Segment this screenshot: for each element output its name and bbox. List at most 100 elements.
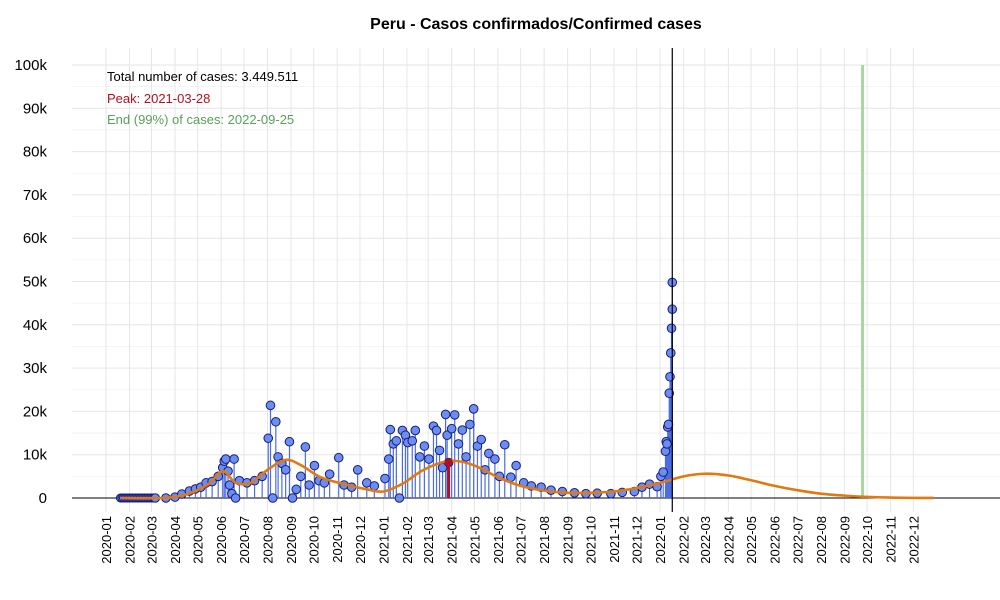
x-tick-label: 2022-12 — [906, 516, 921, 564]
data-point — [449, 410, 460, 420]
data-point — [431, 425, 442, 436]
data-point — [476, 434, 487, 445]
data-point — [664, 388, 675, 399]
data-point — [446, 423, 457, 434]
data-point — [287, 493, 298, 503]
stems-layer — [174, 282, 673, 498]
x-tick-label: 2020-12 — [353, 516, 368, 564]
x-tick-label: 2020-08 — [260, 516, 275, 564]
fit-curve-layer — [120, 458, 934, 500]
peak-point — [444, 458, 453, 467]
x-tick-label: 2020-01 — [99, 516, 114, 564]
data-point — [265, 400, 276, 411]
data-point — [457, 425, 468, 435]
x-tick-label: 2022-01 — [653, 516, 668, 564]
data-point — [665, 371, 675, 382]
x-tick-label: 2022-05 — [744, 516, 759, 564]
data-point — [280, 465, 291, 475]
x-tick-label: 2021-11 — [607, 516, 622, 563]
data-point — [300, 442, 311, 452]
x-tick-label: 2021-09 — [561, 516, 576, 564]
peak-marker — [444, 458, 453, 498]
data-point — [324, 469, 335, 479]
data-point — [658, 467, 668, 477]
data-point — [662, 439, 672, 449]
x-tick-label: 2021-08 — [537, 516, 552, 564]
data-point — [440, 409, 451, 420]
data-point — [465, 419, 475, 430]
data-point — [284, 436, 295, 447]
chart-title: Peru - Casos confirmados/Confirmed cases — [370, 16, 702, 33]
data-point — [213, 471, 223, 482]
y-tick-label: 40k — [23, 317, 48, 334]
data-point — [383, 454, 394, 464]
data-point — [419, 441, 430, 451]
data-point — [424, 454, 434, 464]
x-tick-label: 2022-04 — [721, 516, 736, 564]
y-tick-label: 0 — [39, 490, 47, 507]
y-tick-label: 20k — [23, 403, 48, 420]
x-axis-ticks: 2020-01 2020-02 2020-03 2020-04 2020-05 2020-… — [99, 516, 921, 564]
x-tick-label: 2021-02 — [400, 516, 415, 564]
data-point — [296, 471, 306, 482]
x-tick-label: 2021-12 — [630, 516, 645, 564]
x-tick-label: 2020-06 — [214, 516, 229, 564]
data-point — [230, 493, 241, 503]
data-point — [511, 460, 521, 471]
data-point — [442, 430, 452, 441]
x-tick-label: 2021-03 — [421, 516, 436, 564]
fitted-curve — [120, 458, 934, 500]
x-tick-label: 2020-02 — [123, 516, 138, 564]
data-point — [380, 473, 390, 484]
x-tick-label: 2020-09 — [284, 516, 299, 564]
data-point — [434, 445, 445, 456]
data-point — [291, 484, 302, 495]
data-point — [263, 433, 274, 444]
x-tick-label: 2020-07 — [237, 516, 252, 564]
x-tick-label: 2022-07 — [790, 516, 805, 564]
y-tick-label: 70k — [23, 187, 48, 204]
data-point — [663, 419, 674, 430]
x-tick-label: 2022-09 — [837, 516, 852, 564]
data-point — [391, 436, 402, 446]
x-tick-label: 2020-04 — [168, 516, 183, 564]
peak-annotation: Peak: 2021-03-28 — [107, 91, 210, 106]
x-tick-label: 2022-03 — [698, 516, 713, 564]
data-point — [394, 493, 405, 503]
x-tick-label: 2020-05 — [191, 516, 206, 564]
x-tick-label: 2021-10 — [583, 516, 598, 564]
y-tick-label: 30k — [23, 360, 48, 377]
data-point — [309, 460, 320, 471]
x-tick-label: 2021-01 — [376, 516, 391, 564]
data-point — [224, 480, 235, 490]
x-tick-label: 2022-08 — [814, 516, 829, 564]
y-tick-label: 60k — [23, 230, 48, 247]
y-tick-label: 80k — [23, 144, 48, 161]
end-annotation: End (99%) of cases: 2022-09-25 — [107, 112, 294, 127]
x-tick-label: 2021-06 — [491, 516, 506, 564]
y-axis-ticks: 0 10k 20k 30k 40k 50k 60k 70k 80k 90k 100k — [14, 57, 47, 507]
data-point — [410, 425, 421, 436]
x-tick-label: 2021-04 — [445, 516, 460, 564]
data-point — [666, 323, 677, 334]
x-tick-label: 2022-11 — [884, 516, 899, 563]
data-point — [499, 439, 510, 450]
x-tick-label: 2020-11 — [330, 516, 345, 563]
data-point — [333, 452, 344, 463]
data-point — [220, 454, 231, 464]
data-point — [229, 454, 239, 464]
data-point — [490, 454, 500, 464]
grid-layer — [72, 48, 1000, 512]
y-tick-label: 100k — [14, 57, 47, 74]
x-tick-label: 2022-06 — [768, 516, 783, 564]
data-point — [352, 465, 363, 475]
x-tick-label: 2020-10 — [307, 516, 322, 564]
data-point — [461, 452, 471, 462]
data-point — [453, 439, 464, 449]
data-point — [407, 436, 418, 446]
y-tick-label: 90k — [23, 100, 48, 117]
data-point — [369, 481, 380, 491]
data-point — [468, 404, 479, 414]
